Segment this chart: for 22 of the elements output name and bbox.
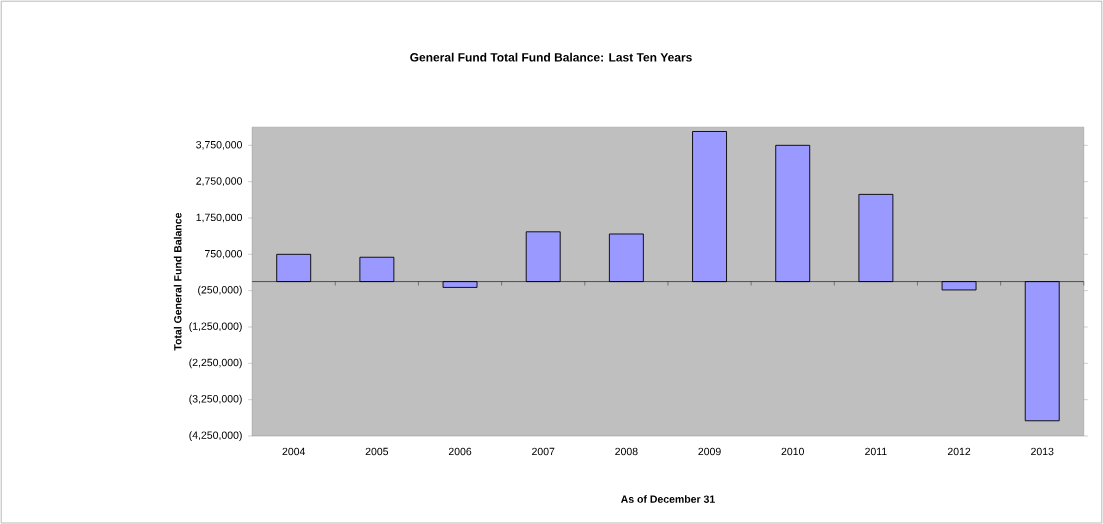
x-tick-label: 2006 xyxy=(448,447,472,456)
x-axis-title: As of December 31 xyxy=(620,495,715,503)
y-tick-label: (3,250,000) xyxy=(189,394,242,405)
x-tick-label: 2012 xyxy=(947,447,971,456)
x-tick-label: 2009 xyxy=(698,447,721,456)
x-tick-label: 2004 xyxy=(282,447,306,456)
y-axis-title: Total General Fund Balance xyxy=(173,212,182,351)
x-tick-label: 2005 xyxy=(365,447,389,456)
x-tick-label: 2013 xyxy=(1031,447,1054,456)
y-tick-label: 1,750,000 xyxy=(196,213,242,223)
x-tick-label: 2007 xyxy=(532,447,555,456)
y-tick-label: (2,250,000) xyxy=(189,358,242,369)
x-tick-label: 2008 xyxy=(615,447,638,456)
y-tick-label: 750,000 xyxy=(205,249,242,259)
y-tick-label: (4,250,000) xyxy=(189,431,242,441)
x-tick-label: 2010 xyxy=(781,447,804,456)
y-tick-label: (250,000) xyxy=(198,285,242,296)
x-tick-label: 2011 xyxy=(865,447,887,456)
y-tick-label: 3,750,000 xyxy=(196,140,242,150)
y-tick-label: (1,250,000) xyxy=(189,322,242,332)
chart-title: General Fund Total Fund Balance: Last Ten Years xyxy=(410,52,692,62)
y-tick-label: 2,750,000 xyxy=(196,177,242,186)
